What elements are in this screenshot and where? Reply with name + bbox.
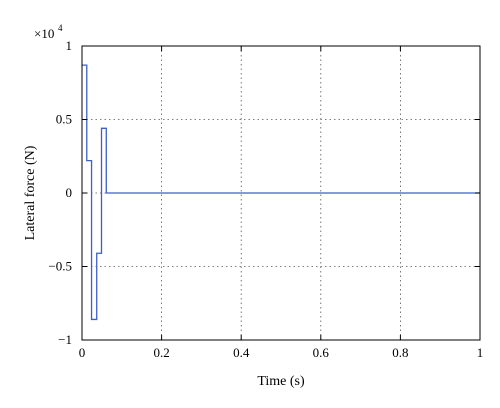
- series-line-group: [82, 64, 480, 321]
- y-tick-label-4: 1: [66, 38, 73, 53]
- x-tick-label-2: 0.4: [233, 345, 250, 360]
- y-multiplier-label: ×10: [34, 26, 54, 41]
- x-tick-label-4: 0.8: [392, 345, 408, 360]
- y-tick-label-3: 0.5: [56, 112, 72, 127]
- y-tick-label-2: 0: [66, 185, 73, 200]
- y-tick-marks: −1 −0.5 0 0.5 1: [48, 38, 480, 347]
- x-axis-title: Time (s): [257, 374, 305, 389]
- y-tick-label-0: −1: [58, 332, 72, 347]
- y-tick-label-1: −0.5: [48, 259, 72, 274]
- x-tick-label-1: 0.2: [153, 345, 169, 360]
- y-axis-title: Lateral force (N): [23, 145, 38, 240]
- x-tick-label-3: 0.6: [313, 345, 330, 360]
- x-tick-label-5: 1: [477, 345, 484, 360]
- y-multiplier-exponent: 4: [58, 23, 63, 33]
- x-tick-label-0: 0: [79, 345, 86, 360]
- x-tick-marks: 0 0.2 0.4 0.6 0.8 1: [79, 46, 484, 360]
- series-line-0: [82, 64, 480, 321]
